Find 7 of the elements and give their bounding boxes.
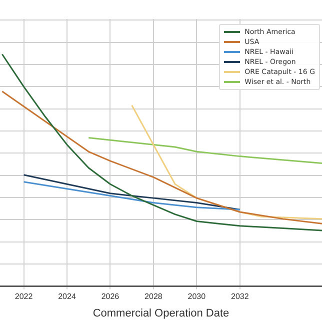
x-tick-label: 2022	[14, 292, 34, 302]
x-tick-label: 2024	[58, 292, 76, 302]
x-tick-label: 2026	[101, 292, 120, 302]
x-tick-label: 2030	[188, 292, 206, 302]
x-tick-label: 2028	[144, 292, 163, 302]
x-tick-label: 2032	[230, 292, 250, 302]
x-axis-title: Commercial Operation Date	[92, 307, 230, 320]
